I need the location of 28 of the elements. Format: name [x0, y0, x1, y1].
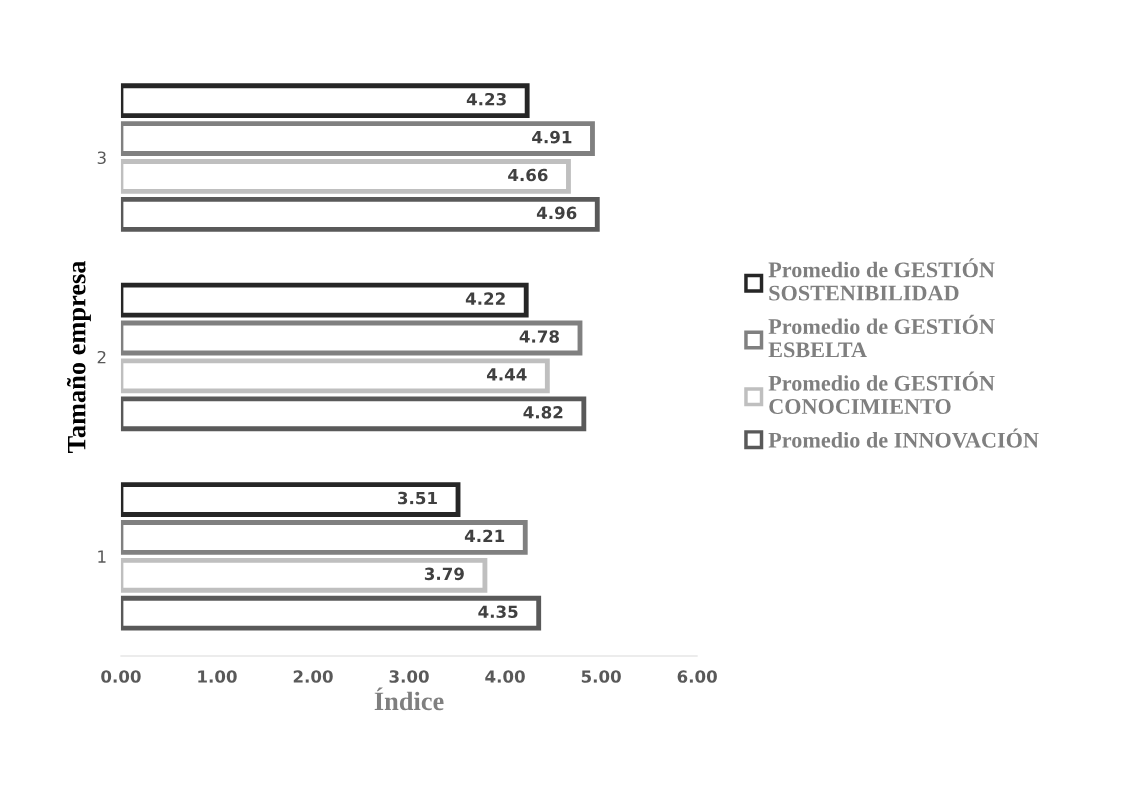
x-tick-label: 1.00 — [198, 670, 237, 683]
x-tick-label: 5.00 — [581, 670, 621, 683]
y-axis-title: Tamaño empresa — [66, 260, 91, 453]
data-label: 4.96 — [536, 206, 577, 220]
data-label: 4.21 — [464, 529, 505, 542]
data-label: 4.44 — [486, 368, 527, 381]
legend-label: Promedio de GESTIÓN CONOCIMIENTO — [768, 371, 995, 415]
legend-label: Promedio de GESTIÓN SOSTENIBILIDAD — [768, 258, 995, 301]
data-label: 4.82 — [523, 406, 563, 419]
data-label: 4.23 — [466, 92, 506, 106]
data-label: 4.35 — [478, 605, 518, 619]
legend-label: Promedio de GESTIÓN ESBELTA — [768, 314, 995, 358]
data-label: 4.91 — [532, 130, 572, 144]
x-tick-label: 2.00 — [293, 670, 333, 683]
data-label: 3.79 — [424, 567, 464, 581]
data-label: 4.66 — [508, 168, 548, 182]
legend-label: Promedio de INNOVACIÓN — [768, 428, 1039, 448]
data-label: 4.22 — [465, 292, 505, 305]
x-tick-label: 6.00 — [677, 670, 717, 683]
x-axis-title: Índice — [374, 687, 444, 711]
y-tick-label: 3 — [97, 151, 106, 165]
data-label: 3.51 — [398, 491, 437, 505]
x-tick-label: 3.00 — [389, 670, 429, 683]
y-tick-label: 1 — [98, 550, 106, 563]
x-tick-label: 4.00 — [485, 670, 525, 683]
y-tick-label: 2 — [97, 350, 106, 364]
x-tick-label: 0.00 — [101, 670, 141, 683]
data-label: 4.78 — [519, 330, 559, 343]
